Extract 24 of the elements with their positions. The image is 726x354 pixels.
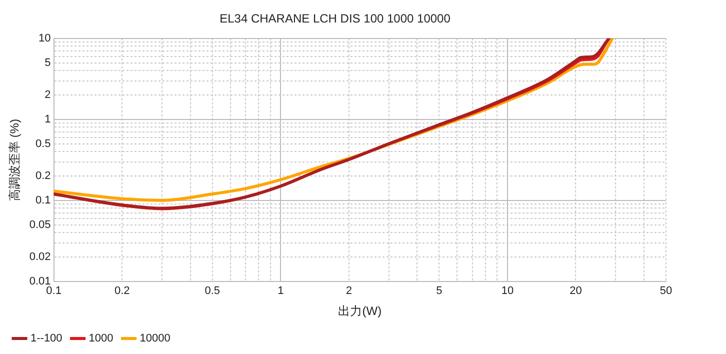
x-tick-label: 0.2: [114, 285, 130, 298]
x-tick-label: 50: [660, 285, 672, 298]
x-axis-title: 出力(W): [338, 304, 382, 318]
y-tick-label: 0.01: [29, 275, 51, 288]
x-tick-label: 20: [570, 285, 582, 298]
y-tick-label: 5: [44, 56, 51, 69]
y-tick-label: 1: [44, 113, 51, 126]
chart-title: EL34 CHARANE LCH DIS 100 1000 10000: [220, 12, 451, 26]
y-tick-label: 0.05: [29, 218, 51, 231]
legend-label: 1--100: [30, 332, 62, 345]
y-tick-label: 0.1: [36, 194, 51, 206]
x-tick-label: 0.5: [204, 285, 220, 298]
legend-label: 1000: [88, 332, 114, 345]
legend-label: 10000: [140, 332, 170, 345]
y-tick-label: 0.02: [29, 251, 51, 264]
x-tick-label: 5: [436, 285, 442, 298]
y-tick-label: 0.5: [36, 138, 51, 150]
y-axis-title: 高調波歪率 (%): [8, 118, 22, 201]
x-tick-label: 2: [346, 285, 352, 298]
x-tick-label: 1: [278, 285, 284, 298]
y-tick-label: 2: [44, 89, 51, 102]
y-tick-label: 0.2: [36, 170, 51, 182]
x-tick-label: 10: [501, 285, 514, 298]
y-tick-label: 10: [38, 32, 51, 44]
